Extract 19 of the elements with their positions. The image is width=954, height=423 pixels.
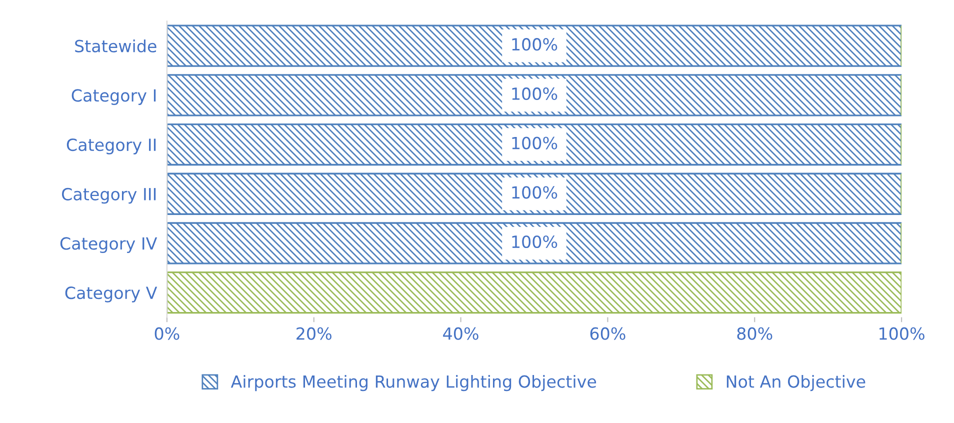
- y-tick-label: Category I: [72, 89, 156, 105]
- data-label: 100%: [512, 87, 558, 100]
- data-label: 100%: [512, 136, 558, 150]
- x-tick-label: 60%: [590, 327, 626, 340]
- x-tick-label: 100%: [880, 327, 924, 340]
- x-tick-label: 20%: [296, 327, 332, 340]
- x-tick-label: 40%: [443, 327, 478, 340]
- y-tick-label: Category III: [62, 188, 156, 204]
- x-tick-label: 80%: [737, 327, 772, 340]
- data-label: 100%: [512, 186, 558, 199]
- y-tick-label: Category V: [65, 286, 158, 302]
- x-tick-label: 0%: [154, 327, 180, 340]
- data-label: 100%: [512, 235, 558, 248]
- y-tick-label: Statewide: [75, 39, 156, 52]
- data-label: 100%: [512, 38, 558, 51]
- legend-label: Airports Meeting Runway Lighting Objective: [230, 374, 596, 392]
- legend-label: Not An Objective: [726, 374, 866, 392]
- y-tick-label: Category II: [66, 138, 156, 154]
- y-tick-label: Category IV: [60, 237, 158, 254]
